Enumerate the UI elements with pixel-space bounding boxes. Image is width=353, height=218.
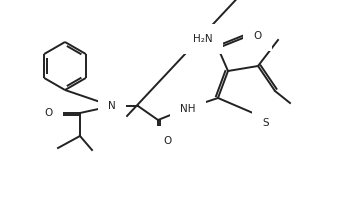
Text: O: O bbox=[163, 136, 171, 146]
Text: N: N bbox=[108, 101, 116, 111]
Text: S: S bbox=[262, 118, 269, 128]
Text: NH: NH bbox=[180, 104, 196, 114]
Text: O: O bbox=[253, 31, 261, 41]
Text: H₂N: H₂N bbox=[193, 34, 213, 44]
Text: O: O bbox=[45, 108, 53, 118]
